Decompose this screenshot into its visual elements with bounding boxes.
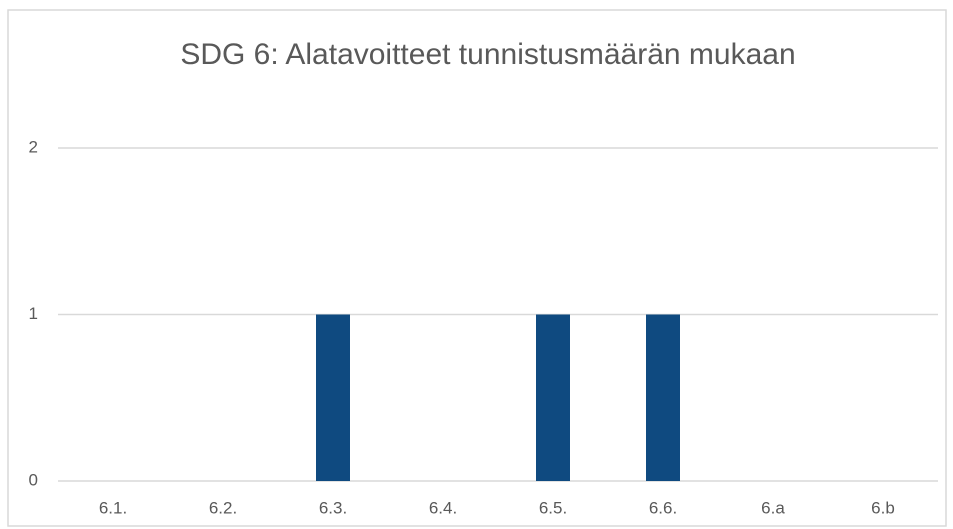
bar	[316, 314, 350, 481]
x-tick-label: 6.5.	[539, 498, 567, 517]
x-tick-label: 6.4.	[429, 498, 457, 517]
x-tick-label: 6.b	[871, 498, 895, 517]
chart-title: SDG 6: Alatavoitteet tunnistusmäärän muk…	[180, 38, 796, 71]
x-tick-label: 6.a	[761, 498, 785, 517]
x-tick-label: 6.6.	[649, 498, 677, 517]
bar	[646, 314, 680, 481]
x-tick-label: 6.3.	[319, 498, 347, 517]
y-tick-label: 1	[29, 304, 38, 323]
chart-border	[7, 9, 947, 527]
bar	[536, 314, 570, 481]
y-tick-label: 0	[29, 470, 38, 489]
y-tick-label: 2	[29, 137, 38, 156]
x-tick-label: 6.1.	[99, 498, 127, 517]
x-tick-label: 6.2.	[209, 498, 237, 517]
